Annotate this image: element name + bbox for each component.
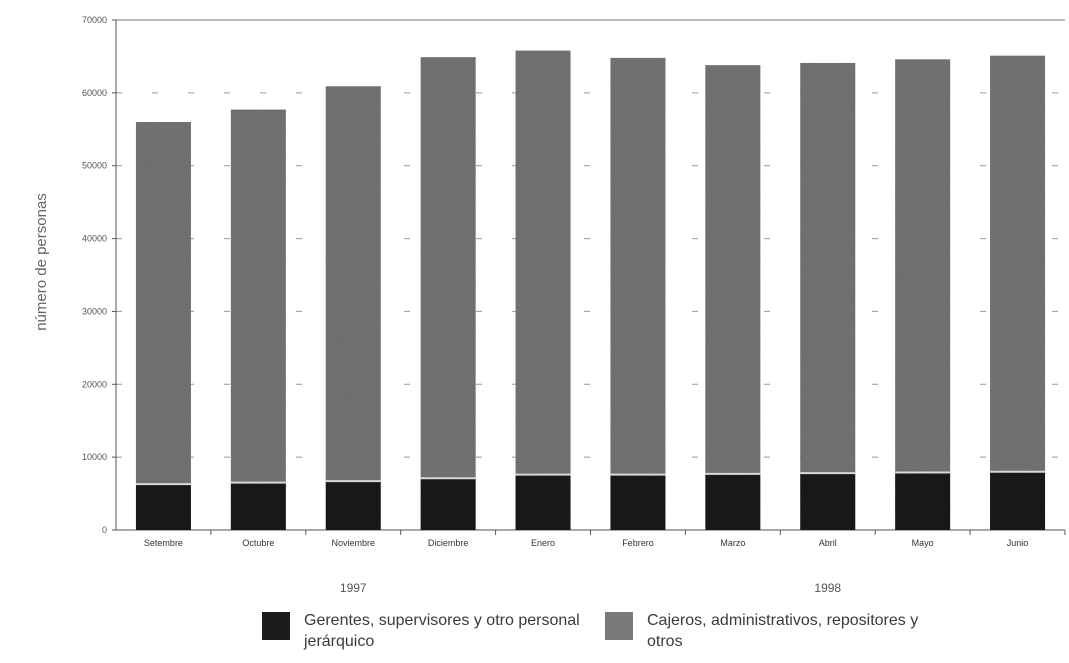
bars [135,50,1046,530]
x-tick-label: Abril [819,538,837,548]
y-tick-label: 40000 [82,234,107,244]
y-tick-label: 10000 [82,452,107,462]
y-tick-label: 70000 [82,15,107,25]
axis-labels: 0 10000 20000 30000 40000 50000 60000 70000 Sete… [82,15,1028,595]
legend-swatch-1 [262,612,290,640]
x-tick-label: Noviembre [331,538,375,548]
bar-cajeros [135,122,191,485]
year-label: 1997 [340,581,367,595]
legend-item-1: Gerentes, supervisores y otro personal j… [262,610,594,652]
y-tick-label: 50000 [82,161,107,171]
y-tick-label: 0 [102,525,107,535]
bar-cajeros [990,55,1046,472]
bar-cajeros [420,57,476,479]
bar-gerentes [135,484,191,530]
bar-gerentes [610,474,666,530]
bar-cajeros [515,50,571,475]
bar-gerentes [800,473,856,530]
bar-gerentes [420,478,476,530]
year-label: 1998 [814,581,841,595]
x-tick-label: Octubre [242,538,274,548]
bar-gerentes [230,482,286,530]
bar-gerentes [515,474,571,530]
bar-cajeros [610,57,666,475]
legend-label-1: Gerentes, supervisores y otro personal j… [304,612,580,650]
legend-label-2: Cajeros, administrativos, repositores y … [647,612,919,650]
x-tick-label: Junio [1007,538,1029,548]
x-tick-label: Mayo [912,538,934,548]
bar-gerentes [895,472,951,530]
bar-gerentes [705,473,761,530]
x-tick-label: Enero [531,538,555,548]
bar-cajeros [325,86,381,482]
bar-cajeros [705,65,761,474]
bar-cajeros [230,109,286,483]
y-axis-label: número de personas [33,193,50,331]
y-tick-label: 20000 [82,379,107,389]
y-tick-label: 30000 [82,306,107,316]
x-tick-label: Diciembre [428,538,469,548]
legend-swatch-2 [605,612,633,640]
bar-cajeros [895,59,951,473]
bar-gerentes [990,471,1046,530]
bar-cajeros [800,62,856,474]
x-tick-label: Febrero [622,538,654,548]
x-tick-label: Setembre [144,538,183,548]
legend-item-2: Cajeros, administrativos, repositores y … [605,610,937,652]
x-tick-label: Marzo [720,538,745,548]
bar-gerentes [325,481,381,530]
y-tick-label: 60000 [82,88,107,98]
